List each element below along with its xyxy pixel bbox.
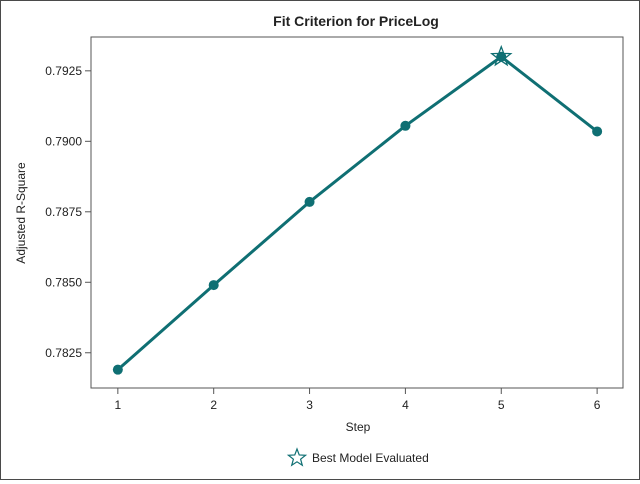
series-line: [116, 55, 599, 371]
x-axis: 1 2 3 4 5 6: [114, 388, 601, 412]
y-tick-label: 0.7850: [45, 275, 82, 289]
data-point: [496, 51, 507, 62]
best-model-star: [489, 44, 513, 67]
x-tick-label: 2: [210, 398, 217, 412]
star-icon: [286, 447, 308, 467]
y-tick-label: 0.7825: [45, 346, 82, 360]
x-tick-label: 1: [114, 398, 121, 412]
legend: Best Model Evaluated: [286, 447, 429, 467]
y-tick-label: 0.7925: [45, 64, 82, 78]
x-tick-label: 3: [306, 398, 313, 412]
data-point: [112, 364, 123, 375]
x-tick-label: 5: [498, 398, 505, 412]
series-group: [112, 44, 603, 375]
data-point: [400, 120, 411, 131]
y-axis-label: Adjusted R-Square: [14, 162, 28, 264]
plot-area: [90, 36, 624, 389]
y-tick-label: 0.7875: [45, 205, 82, 219]
data-point: [208, 280, 219, 291]
x-tick-label: 4: [402, 398, 409, 412]
data-point: [592, 126, 603, 137]
x-tick-label: 6: [594, 398, 601, 412]
y-tick-label: 0.7900: [45, 134, 82, 148]
y-axis: 0.7825 0.7850 0.7875 0.7900 0.7925: [45, 64, 91, 360]
x-axis-label: Step: [346, 420, 371, 434]
chart-title: Fit Criterion for PriceLog: [273, 13, 439, 29]
legend-label: Best Model Evaluated: [312, 451, 429, 465]
data-point: [304, 196, 315, 207]
